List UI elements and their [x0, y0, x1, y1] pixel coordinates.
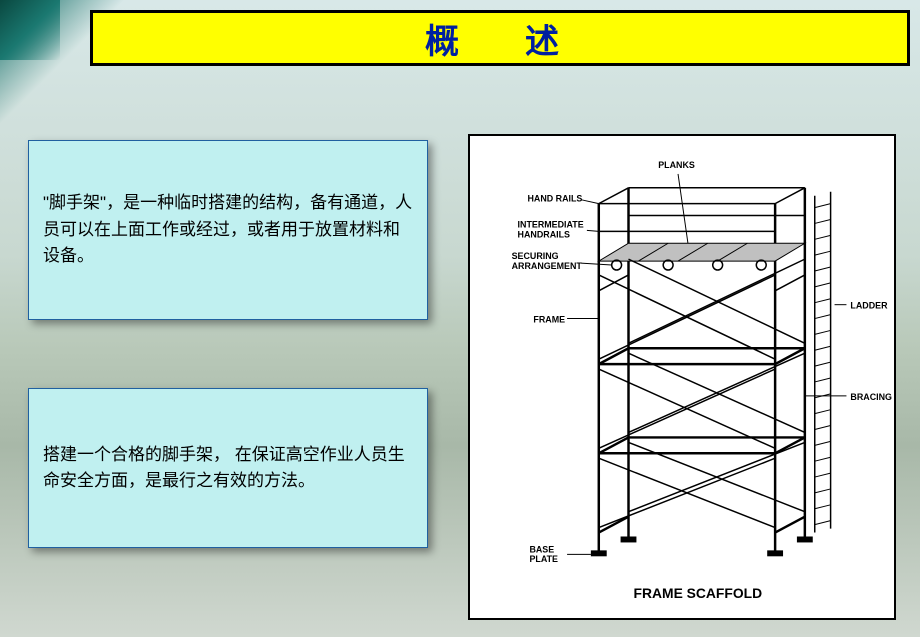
importance-box: 搭建一个合格的脚手架， 在保证高空作业人员生命安全方面，是最行之有效的方法。: [28, 388, 428, 548]
label-frame: FRAME: [533, 315, 565, 325]
page-title: 概 述: [425, 14, 575, 63]
corner-accent: [0, 0, 60, 60]
label-planks: PLANKS: [658, 160, 695, 170]
definition-text: "脚手架"，是一种临时搭建的结构，备有通道，人员可以在上面工作或经过，或者用于放…: [43, 190, 413, 269]
title-banner: 概 述: [90, 10, 910, 66]
scaffold-diagram: PLANKS HAND RAILS INTERMEDIATE HANDRAILS…: [468, 134, 896, 620]
label-base-plate: BASE PLATE: [529, 544, 558, 564]
label-intermediate: INTERMEDIATE HANDRAILS: [518, 219, 587, 239]
label-bracing: BRACING: [850, 392, 892, 402]
diagram-title: FRAME SCAFFOLD: [634, 585, 763, 601]
label-ladder: LADDER: [850, 301, 888, 311]
definition-box: "脚手架"，是一种临时搭建的结构，备有通道，人员可以在上面工作或经过，或者用于放…: [28, 140, 428, 320]
importance-text: 搭建一个合格的脚手架， 在保证高空作业人员生命安全方面，是最行之有效的方法。: [43, 442, 413, 495]
label-securing: SECURING ARRANGEMENT: [512, 251, 583, 271]
label-hand-rails: HAND RAILS: [527, 194, 582, 204]
